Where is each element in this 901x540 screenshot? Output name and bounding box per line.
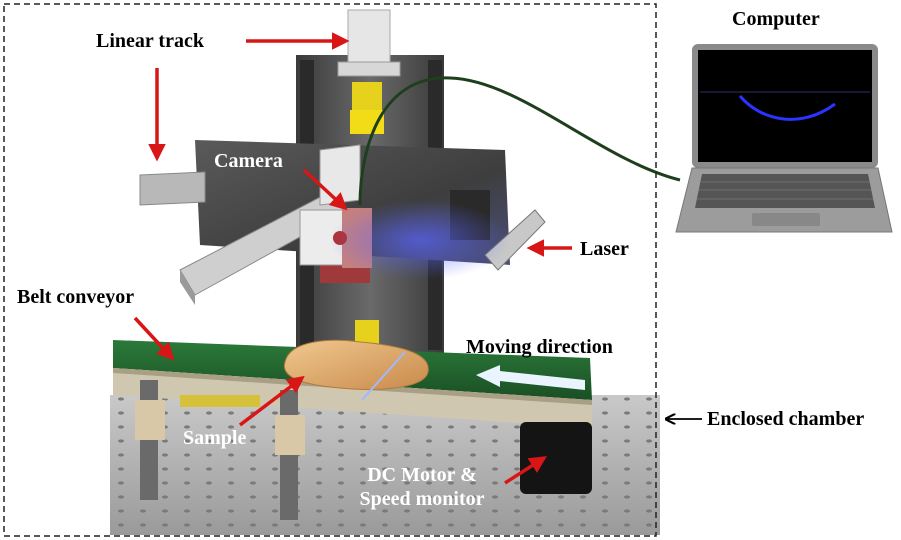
arrow-dc-motor bbox=[504, 456, 547, 485]
label-linear-track: Linear track bbox=[96, 30, 204, 52]
laser-line bbox=[361, 351, 406, 401]
label-computer: Computer bbox=[732, 8, 820, 30]
label-dc-motor: DC Motor & Speed monitor bbox=[346, 464, 498, 510]
laser-glow bbox=[330, 200, 510, 280]
label-laser: Laser bbox=[580, 238, 629, 260]
moving-direction-arrow bbox=[476, 365, 585, 390]
arrow-camera bbox=[302, 168, 348, 211]
label-belt-conveyor: Belt conveyor bbox=[17, 286, 135, 308]
label-enclosed-chamber: Enclosed chamber bbox=[707, 408, 865, 430]
label-dc-motor-line2: Speed monitor bbox=[359, 488, 485, 510]
enclosed-chamber-border bbox=[3, 3, 657, 537]
dc-motor bbox=[520, 422, 592, 494]
label-camera: Camera bbox=[214, 150, 283, 172]
usb-cable bbox=[358, 76, 681, 206]
sample bbox=[283, 339, 429, 390]
label-dc-motor-line1: DC Motor & bbox=[367, 464, 477, 486]
label-moving-direction: Moving direction bbox=[466, 336, 613, 358]
label-sample: Sample bbox=[183, 427, 247, 449]
arrow-sample bbox=[238, 375, 305, 427]
laptop-computer bbox=[675, 44, 893, 233]
arrow-belt-conveyor bbox=[133, 316, 175, 361]
